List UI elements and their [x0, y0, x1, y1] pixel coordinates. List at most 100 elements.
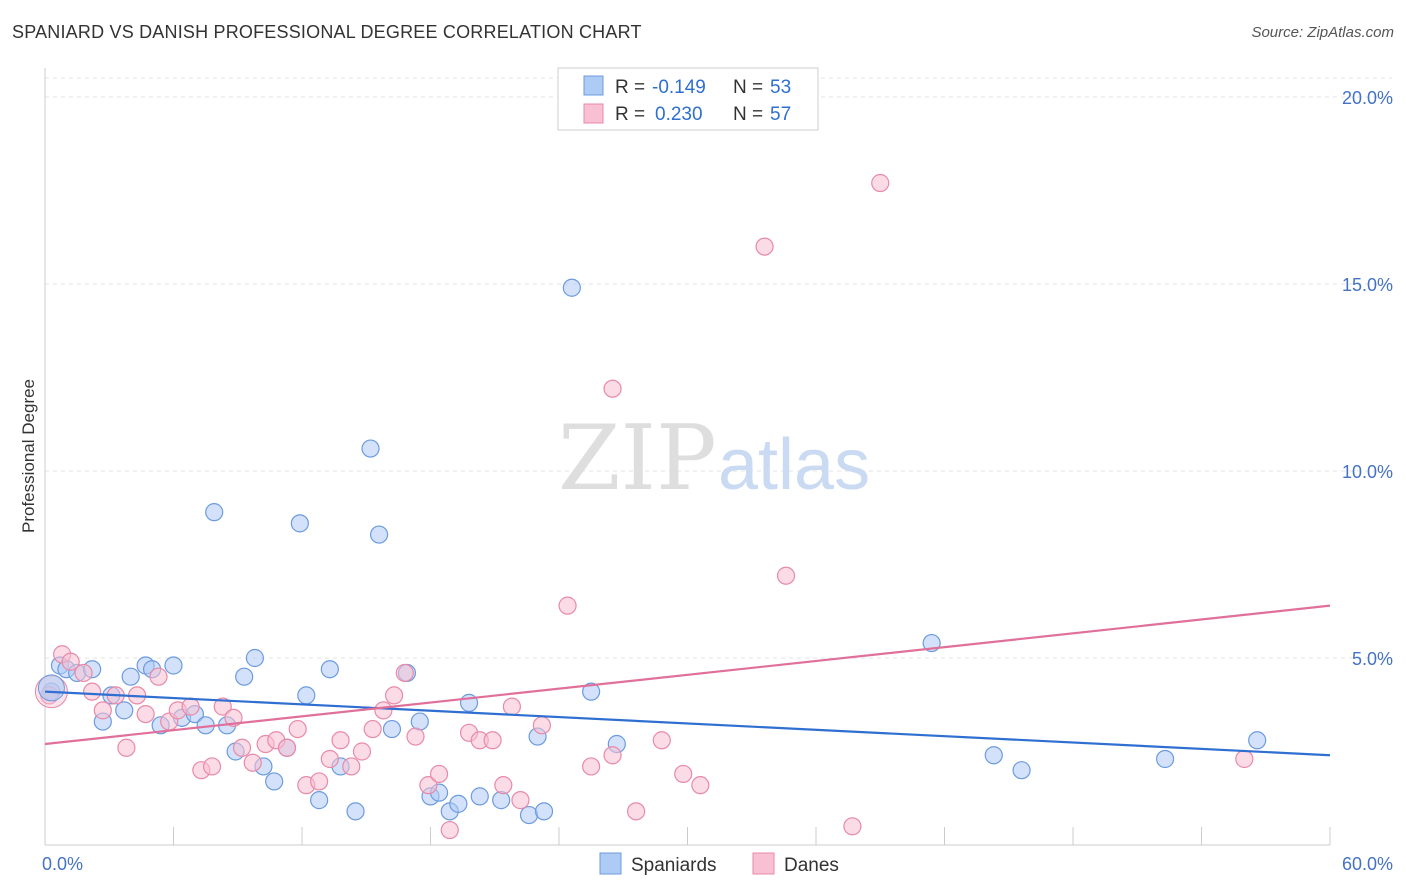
data-point — [502, 697, 521, 716]
data-point — [395, 663, 414, 683]
data-point — [429, 764, 449, 784]
legend-n-label: N = — [733, 77, 763, 98]
data-point — [213, 697, 232, 716]
data-point — [984, 746, 1003, 765]
data-point — [342, 757, 361, 776]
y-axis-label: Professional Degree — [19, 379, 38, 533]
data-point — [202, 757, 222, 776]
data-point — [562, 278, 581, 297]
source-label: Source: ZipAtlas.com — [1251, 24, 1394, 41]
data-point — [37, 674, 65, 702]
y-tick-label: 15.0% — [1342, 275, 1393, 295]
data-point — [483, 731, 502, 750]
legend-label-danes: Danes — [784, 855, 839, 876]
data-point — [245, 648, 264, 668]
data-point — [674, 764, 693, 784]
data-point — [1012, 761, 1031, 780]
y-tick-label: 10.0% — [1342, 462, 1393, 482]
data-point — [1235, 749, 1254, 769]
data-point — [74, 663, 93, 683]
legend-swatch-spaniards — [599, 852, 622, 875]
stats-legend: R = -0.149 N = 53 R = 0.230 N = 57 — [557, 67, 819, 131]
y-tick-label: 5.0% — [1352, 649, 1393, 669]
data-point — [83, 682, 102, 701]
data-point — [117, 738, 136, 757]
legend-n-label: N = — [733, 104, 763, 125]
data-point — [843, 817, 862, 836]
data-point — [470, 787, 489, 806]
data-point — [384, 686, 404, 705]
series-legend: Spaniards Danes — [599, 852, 839, 876]
data-point — [419, 776, 438, 795]
data-point — [449, 794, 468, 813]
data-point — [406, 727, 425, 746]
data-point — [352, 742, 372, 761]
data-point — [1248, 731, 1267, 750]
data-point — [136, 704, 155, 724]
data-point — [310, 772, 329, 791]
watermark-atlas: atlas — [718, 425, 870, 505]
data-point — [363, 719, 382, 739]
axes — [44, 68, 1331, 846]
chart-title: SPANIARD VS DANISH PROFESSIONAL DEGREE C… — [12, 22, 642, 42]
data-point — [652, 731, 671, 750]
stats-legend-row-danes: R = 0.230 N = 57 — [583, 103, 791, 125]
data-point — [288, 719, 307, 739]
data-point — [277, 738, 297, 757]
data-point — [755, 237, 774, 256]
trend-line-danes — [44, 604, 1331, 746]
data-point — [310, 791, 329, 810]
legend-r-label: R = — [615, 77, 645, 98]
data-point — [224, 708, 243, 727]
data-point — [235, 667, 254, 686]
x-tick-label: 60.0% — [1342, 854, 1393, 874]
x-tick-label: 0.0% — [42, 854, 83, 874]
data-point — [691, 776, 710, 795]
watermark-zip: ZIP — [558, 406, 717, 511]
data-point — [626, 802, 646, 821]
data-point — [603, 379, 622, 398]
data-point — [297, 686, 316, 705]
legend-label-spaniards: Spaniards — [631, 855, 717, 876]
legend-swatch-danes — [583, 103, 604, 124]
data-point — [290, 514, 309, 533]
data-point — [534, 802, 554, 821]
data-point — [558, 596, 577, 615]
data-point — [382, 719, 402, 739]
legend-n-value: 57 — [770, 104, 791, 125]
data-point — [205, 503, 224, 522]
data-point — [61, 652, 80, 671]
series-danes — [40, 173, 1254, 840]
data-point — [776, 566, 796, 585]
legend-r-label: R = — [615, 104, 645, 125]
legend-n-value: 53 — [770, 77, 791, 98]
data-point — [370, 525, 389, 544]
data-point — [331, 731, 350, 750]
data-point — [164, 656, 183, 675]
trend-lines — [44, 604, 1331, 757]
data-point — [320, 749, 339, 769]
data-point — [93, 701, 112, 720]
data-point — [181, 697, 200, 716]
data-point — [871, 173, 890, 193]
trend-line-spaniards — [44, 690, 1331, 757]
y-tick-label: 20.0% — [1342, 88, 1393, 108]
data-point — [361, 439, 380, 458]
data-point — [519, 805, 539, 825]
data-point — [243, 753, 262, 772]
data-point — [374, 701, 393, 720]
data-point — [320, 660, 339, 679]
legend-swatch-danes — [752, 852, 775, 875]
tick-labels: 5.0% 10.0% 15.0% 20.0% 0.0% 60.0% — [42, 88, 1393, 874]
data-point — [494, 776, 513, 795]
data-point — [603, 746, 622, 765]
data-point — [582, 682, 601, 701]
data-point — [511, 791, 530, 810]
data-point — [410, 712, 429, 731]
data-point — [440, 820, 459, 840]
legend-r-value: 0.230 — [655, 104, 703, 125]
data-point — [121, 667, 140, 686]
data-point — [532, 716, 551, 735]
data-point — [265, 772, 284, 791]
data-point — [492, 791, 511, 810]
